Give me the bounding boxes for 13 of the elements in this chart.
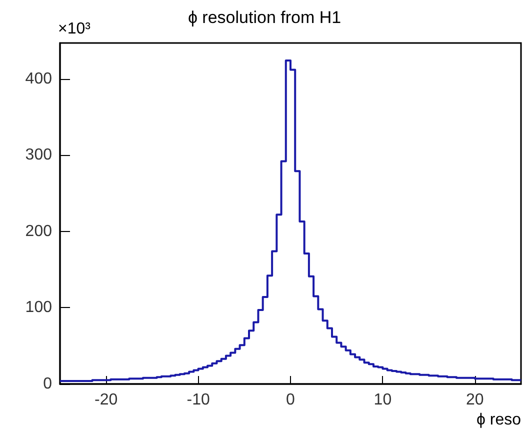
y-tick-label: 0	[43, 376, 52, 392]
x-tick-label: -20	[94, 392, 118, 408]
x-tick-label: 10	[374, 392, 392, 408]
text: ×10³	[58, 20, 92, 38]
chart-title: ϕ resolution from H1	[188, 8, 342, 27]
x-axis-title: ϕ reso	[476, 412, 522, 428]
x-tick-label: 20	[466, 392, 484, 408]
y-tick-label: 400	[25, 70, 52, 88]
x-tick-label: -10	[186, 392, 210, 408]
y-tick-label: 100	[25, 299, 52, 316]
y-tick-label: 300	[25, 146, 52, 164]
y-tick-label: 200	[25, 222, 52, 240]
x-tick-label: 0	[286, 392, 296, 408]
